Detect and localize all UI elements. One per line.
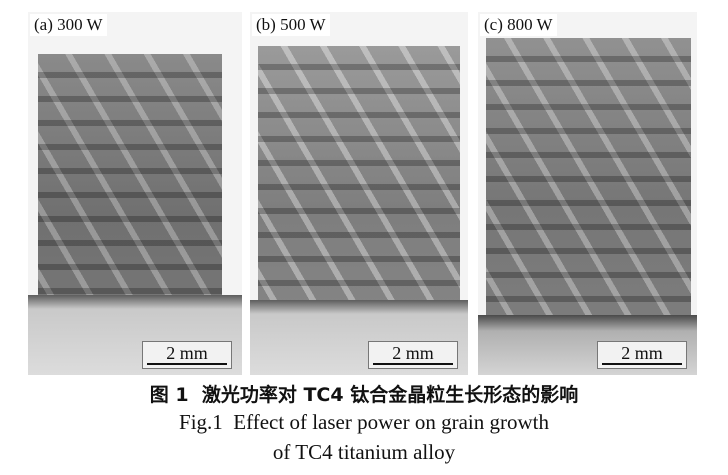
panel-label: (b) 500 W [252,14,330,36]
micrograph-panel-c: (c) 800 W 2 mm [478,12,697,375]
micrograph-panel-b: (b) 500 W 2 mm [250,12,468,375]
scale-bar: 2 mm [368,341,458,369]
panel-label: (a) 300 W [30,14,107,36]
caption-chinese: 图 1 激光功率对 TC4 钛合金晶粒生长形态的影响 [149,384,579,406]
scale-bar: 2 mm [142,341,232,369]
scale-bar: 2 mm [597,341,687,369]
caption-english-line1: Fig.1 Effect of laser power on grain gro… [179,410,549,434]
caption-english-line2: of TC4 titanium alloy [272,440,456,464]
panel-label: (c) 800 W [480,14,557,36]
micrograph-panel-a: (a) 300 W 2 mm [28,12,242,375]
